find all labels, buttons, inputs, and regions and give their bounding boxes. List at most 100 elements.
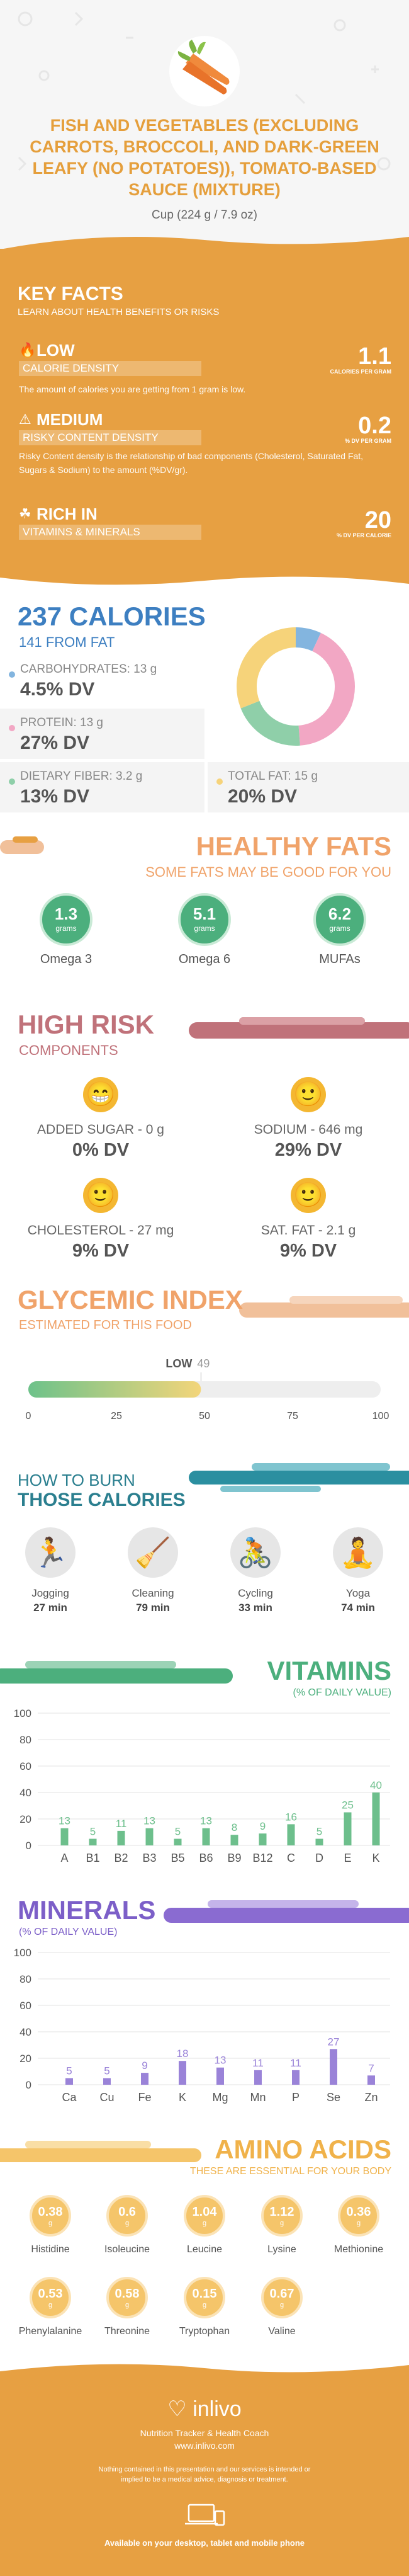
jogging-icon: 🏃 — [25, 1527, 76, 1578]
amino-unit: g — [48, 2220, 53, 2227]
activity-name: Yoga — [345, 1587, 371, 1599]
fat-name: TOTAL FAT: 15 g — [228, 770, 318, 783]
bar-value-label: 8 — [232, 1821, 237, 1833]
food-title: FISH AND VEGETABLES (EXCLUDING CARROTS, … — [30, 116, 379, 199]
x-tick-label: K — [179, 2091, 186, 2104]
bar-Se — [330, 2049, 337, 2085]
bar-value-label: 11 — [290, 2057, 301, 2069]
calories-section: 237 CALORIES 141 FROM FAT CARBOHYDRATES:… — [0, 589, 409, 819]
fat-name: Omega 3 — [40, 952, 92, 966]
decorative-pattern — [18, 11, 391, 171]
gauge-tick-label: 25 — [111, 1411, 122, 1422]
key-facts-section: KEY FACTS LEARN ABOUT HEALTH BENEFITS OR… — [0, 249, 409, 589]
footer-disclaimer: Nothing contained in this presentation a… — [98, 2466, 311, 2483]
calories-from-fat: 141 FROM FAT — [19, 634, 115, 650]
gauge-tick-label: 0 — [26, 1411, 31, 1422]
donut-slice-fat — [237, 627, 296, 709]
amino-subtitle: THESE ARE ESSENTIAL FOR YOUR BODY — [189, 2166, 391, 2177]
fat-name: MUFAs — [319, 952, 361, 966]
vitamins-bar-chart: 0 20 40 60 80 100 13 A 5 B1 11 B2 13 B3 5 B5 13 B6 8 B9 9 B12… — [14, 1707, 390, 1864]
amino-value: 0.38 — [38, 2205, 63, 2219]
x-tick-label: Mn — [250, 2091, 266, 2104]
macro-donut-chart — [237, 627, 355, 746]
x-tick-label: Zn — [364, 2091, 378, 2104]
amino-circle: 0.6 g — [106, 2195, 148, 2237]
glycemic-subtitle: ESTIMATED FOR THIS FOOD — [19, 1318, 192, 1332]
decorative-stripe — [0, 1661, 233, 1684]
decorative-stripe — [0, 836, 44, 854]
fat-circle: 6.2 grams — [313, 893, 366, 946]
amino-circle: 0.36 g — [338, 2195, 379, 2237]
burn-title-2: THOSE CALORIES — [18, 1490, 186, 1510]
vitamins-unit: % DV PER CALORIE — [336, 532, 391, 539]
vitamins-label: VITAMINS & MINERALS — [19, 525, 201, 540]
bar-P — [292, 2070, 300, 2085]
amino-unit: g — [356, 2220, 361, 2227]
amino-value: 0.36 — [346, 2205, 371, 2219]
calorie-density-desc: The amount of calories you are getting f… — [19, 384, 246, 394]
fat-name: Omega 6 — [178, 952, 231, 966]
fat-unit: grams — [329, 924, 350, 933]
minerals-bar-chart: 0 20 40 60 80 100 5 Ca 5 Cu 9 Fe 18 K 13 Mg 11 Mn 11 P 27 Se 7… — [14, 1947, 390, 2104]
calorie-density-value: 1.1 — [358, 343, 391, 370]
flame-icon: 🔥 — [19, 342, 36, 358]
footer-url[interactable]: www.inlivo.com — [174, 2441, 235, 2451]
x-tick-label: B12 — [252, 1852, 272, 1864]
activity-time: 74 min — [341, 1602, 375, 1614]
amino-unit: g — [125, 2220, 130, 2227]
glycemic-section: GLYCEMIC INDEX ESTIMATED FOR THIS FOOD L… — [0, 1275, 409, 1458]
amino-unit: g — [279, 2220, 284, 2227]
bar-value-label: 13 — [200, 1815, 212, 1827]
bar-value-label: 5 — [90, 1826, 96, 1838]
activity-name: Cycling — [238, 1587, 273, 1599]
risky-density-level: MEDIUM — [36, 410, 103, 429]
minerals-title: MINERALS — [18, 1895, 156, 1925]
glycemic-gauge: LOW 49 0 25 50 75 100 — [26, 1357, 389, 1422]
donut-slice-protein — [298, 632, 355, 746]
burn-title-1: HOW TO BURN — [18, 1471, 135, 1490]
bar-value-label: 18 — [177, 2048, 189, 2060]
bar-value-label: 13 — [143, 1815, 155, 1827]
x-tick-label: B1 — [86, 1852, 99, 1864]
carrot-illustration — [160, 35, 249, 107]
y-tick-label: 40 — [20, 2026, 31, 2038]
leaf-icon: ☘ — [19, 506, 31, 521]
gauge-fill — [28, 1381, 201, 1398]
x-tick-label: A — [60, 1852, 68, 1864]
fat-value: 1.3 — [54, 904, 78, 923]
y-tick-label: 100 — [14, 1707, 31, 1719]
amino-unit: g — [202, 2220, 207, 2227]
amino-name: Isoleucine — [104, 2244, 150, 2255]
bar-C — [287, 1824, 295, 1845]
emoji-face-icon: 🙂 — [83, 1178, 118, 1213]
x-tick-label: K — [372, 1852, 379, 1864]
donut-slice-fiber — [240, 700, 300, 746]
amino-name: Lysine — [267, 2244, 296, 2255]
footer-logo: ♡ inlivo — [0, 2396, 409, 2422]
y-tick-label: 60 — [20, 2000, 31, 2012]
amino-circle: 0.67 g — [261, 2277, 303, 2318]
amino-name: Methionine — [333, 2244, 384, 2255]
footer-section: ♡ inlivo Nutrition Tracker & Health Coac… — [0, 2359, 409, 2576]
amino-unit: g — [125, 2301, 130, 2309]
y-tick-label: 0 — [26, 2079, 31, 2091]
risky-density-label: RISKY CONTENT DENSITY — [19, 430, 201, 445]
activity-name: Cleaning — [132, 1587, 174, 1599]
risk-title: HIGH RISK — [18, 1010, 155, 1039]
risk-dv: 9% DV — [279, 1241, 337, 1261]
vitamins-title: VITAMINS — [267, 1656, 391, 1685]
bar-value-label: 5 — [66, 2065, 72, 2077]
bar-B12 — [259, 1833, 267, 1845]
y-tick-label: 100 — [14, 1947, 31, 1959]
x-tick-label: Cu — [99, 2091, 114, 2104]
amino-title: AMINO ACIDS — [215, 2134, 391, 2164]
fats-subtitle: SOME FATS MAY BE GOOD FOR YOU — [145, 864, 391, 880]
calorie-density-label: CALORIE DENSITY — [19, 361, 201, 376]
decorative-stripe — [239, 1296, 409, 1318]
bar-value-label: 9 — [142, 2060, 147, 2072]
emoji-face-icon: 😁 — [83, 1077, 118, 1112]
fat-circle: 1.3 grams — [40, 893, 92, 946]
gauge-tick-label: 50 — [199, 1411, 210, 1422]
x-tick-label: D — [315, 1852, 323, 1864]
bar-K — [372, 1792, 380, 1845]
